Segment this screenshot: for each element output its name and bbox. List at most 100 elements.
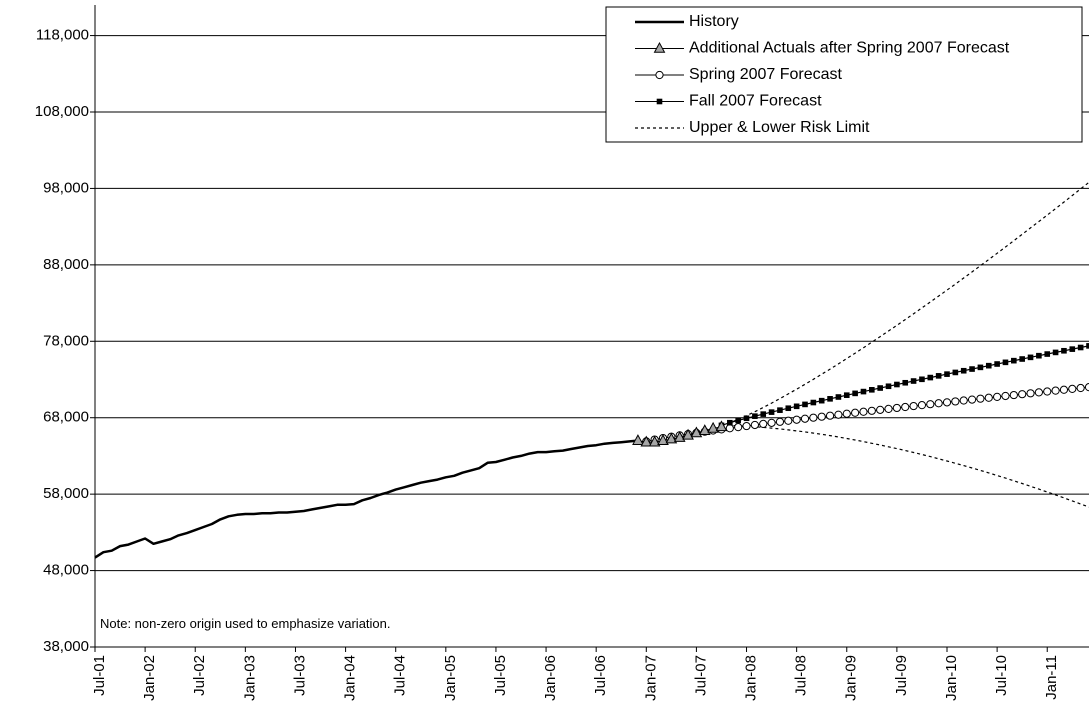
data-point-circle <box>784 416 793 425</box>
x-tick-label: Jan-06 <box>542 655 559 701</box>
data-point-square <box>802 401 808 408</box>
data-point-circle <box>1043 387 1052 396</box>
legend-label: Spring 2007 Forecast <box>689 66 843 83</box>
data-point-triangle <box>653 41 666 53</box>
data-point-square <box>793 403 800 410</box>
data-point-square <box>810 399 817 406</box>
y-tick-label: 58,000 <box>43 485 89 502</box>
data-point-circle <box>959 396 968 405</box>
data-point-square <box>927 374 934 381</box>
data-point-circle <box>926 400 935 409</box>
fall-forecast-line <box>721 345 1089 426</box>
series-additional-actuals <box>632 420 728 447</box>
series-fall-2007-forecast <box>718 343 1089 429</box>
data-point-circle <box>767 418 776 427</box>
x-tick-label: Jan-11 <box>1043 655 1060 700</box>
legend-item: Additional Actuals after Spring 2007 For… <box>635 40 1010 57</box>
data-point-circle <box>1059 385 1069 394</box>
x-tick-label: Jul-04 <box>392 655 409 696</box>
data-point-square <box>935 373 942 379</box>
data-point-square <box>994 361 1000 367</box>
series-lines <box>94 181 1089 559</box>
data-point-triangle <box>698 424 711 436</box>
data-point-circle <box>809 413 818 422</box>
x-tick-label: Jul-01 <box>91 655 108 696</box>
chart-note: Note: non-zero origin used to emphasize … <box>100 616 391 631</box>
data-point-square <box>1044 351 1051 357</box>
data-point-circle <box>942 398 952 407</box>
x-axis-tick-labels: Jul-01 Jan-02 Jul-02 Jan-03 Jul-03 Jan-04 Jul-… <box>91 647 1060 701</box>
x-tick-label: Jan-08 <box>742 655 759 701</box>
data-point-circle <box>1018 390 1027 399</box>
data-point-square <box>1011 357 1017 364</box>
x-tick-label: Jul-06 <box>592 655 609 696</box>
data-point-square <box>902 379 909 386</box>
data-point-square <box>885 383 892 390</box>
data-point-circle <box>901 402 910 412</box>
data-point-circle <box>750 420 759 430</box>
y-tick-label: 118,000 <box>36 27 89 44</box>
data-point-triangle <box>632 434 644 445</box>
data-point-circle <box>655 70 664 80</box>
data-point-square <box>743 415 750 422</box>
data-point-triangle <box>648 435 661 447</box>
data-point-circle <box>993 392 1002 401</box>
data-point-square <box>969 366 975 372</box>
data-point-square <box>1052 349 1059 356</box>
series-risk-limits <box>721 181 1089 508</box>
data-point-circle <box>1076 383 1085 393</box>
data-point-triangle <box>640 435 653 447</box>
legend-label: Upper & Lower Risk Limit <box>689 119 870 136</box>
legend: History Additional Actuals after Spring 2… <box>605 6 1083 143</box>
data-point-circle <box>851 408 860 417</box>
data-point-triangle <box>690 426 703 438</box>
data-point-square <box>656 98 663 105</box>
data-point-circle <box>817 412 826 421</box>
data-point-circle <box>1084 383 1089 392</box>
x-tick-label: Jan-04 <box>342 655 359 701</box>
data-point-circle <box>734 423 743 432</box>
legend-label: Additional Actuals after Spring 2007 For… <box>689 40 1010 57</box>
x-tick-label: Jan-05 <box>442 655 459 701</box>
y-tick-label: 78,000 <box>43 332 89 349</box>
x-tick-label: Jul-08 <box>793 655 810 696</box>
legend-item: Fall 2007 Forecast <box>635 93 822 110</box>
data-point-square <box>785 405 792 412</box>
series-history <box>94 439 639 559</box>
data-point-square <box>827 396 833 402</box>
x-tick-label: Jul-03 <box>291 655 308 696</box>
data-point-square <box>760 411 767 417</box>
data-point-square <box>1027 354 1034 361</box>
data-point-square <box>944 371 950 377</box>
legend-item: Spring 2007 Forecast <box>635 66 843 83</box>
x-tick-label: Jul-10 <box>993 655 1010 696</box>
data-point-triangle <box>682 428 694 440</box>
data-point-circle <box>967 395 977 404</box>
y-tick-label: 48,000 <box>43 562 89 579</box>
data-point-circle <box>742 421 751 431</box>
legend-box <box>605 6 1083 143</box>
x-tick-label: Jul-02 <box>191 655 208 696</box>
y-tick-label: 88,000 <box>43 256 89 273</box>
lower-risk-limit-line <box>721 424 1089 508</box>
data-point-circle <box>892 403 901 413</box>
data-point-circle <box>834 410 843 419</box>
data-point-square <box>894 381 900 388</box>
data-point-square <box>869 387 875 393</box>
axes <box>94 5 1089 648</box>
data-point-circle <box>1034 388 1043 397</box>
data-point-circle <box>792 415 801 424</box>
legend-item: History <box>635 13 739 30</box>
x-tick-label: Jan-09 <box>843 655 860 701</box>
data-point-square <box>1069 346 1076 352</box>
data-point-square <box>877 385 883 391</box>
x-tick-label: Jan-02 <box>141 655 158 701</box>
data-point-square <box>843 392 850 398</box>
legend-item: Upper & Lower Risk Limit <box>635 119 870 136</box>
history-line <box>94 439 639 559</box>
data-point-circle <box>1051 386 1060 395</box>
data-point-triangle <box>707 421 719 433</box>
data-point-circle <box>1009 390 1018 400</box>
data-point-square <box>1019 356 1025 362</box>
